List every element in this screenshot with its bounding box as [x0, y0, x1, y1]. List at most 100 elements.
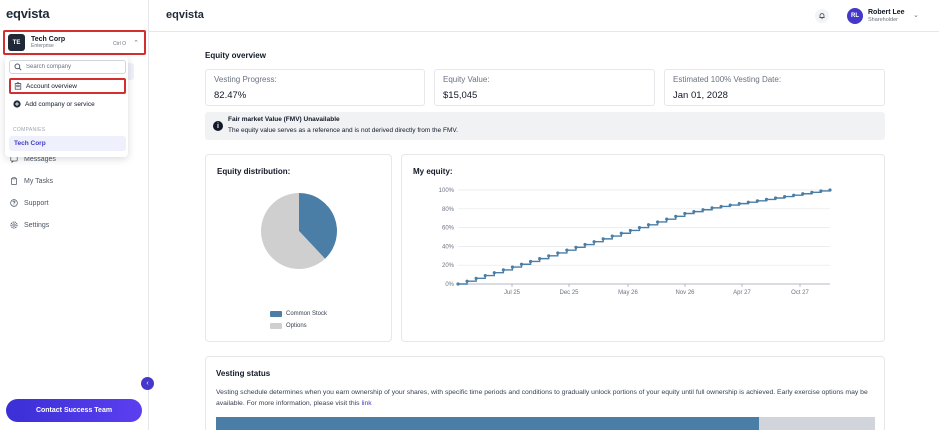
equity-data-point[interactable] [755, 199, 760, 203]
help-icon [10, 199, 18, 207]
stat-label: Equity Value: [443, 75, 490, 84]
equity-data-point[interactable] [547, 254, 551, 258]
sidebar: eqvista TE Tech Corp Enterprise Ctrl O ⌃… [0, 0, 154, 430]
equity-data-point[interactable] [746, 200, 750, 204]
vesting-status-panel: Vesting status Vesting schedule determin… [205, 356, 885, 430]
equity-data-point[interactable] [465, 279, 469, 283]
sidebar-item-label: Messages [24, 155, 56, 163]
equity-data-point[interactable] [665, 217, 669, 221]
x-tick-label: Jul 25 [504, 290, 521, 296]
equity-data-point[interactable] [556, 251, 560, 255]
equity-data-point[interactable] [574, 245, 578, 249]
chevron-left-icon[interactable]: ‹ [141, 377, 154, 390]
stat-value: $15,045 [443, 90, 478, 101]
user-role: Shareholder [868, 17, 898, 23]
sidebar-item-settings[interactable]: Settings [10, 221, 49, 229]
equity-data-point[interactable] [828, 188, 832, 192]
equity-data-point[interactable] [501, 268, 505, 272]
sidebar-item-label: My Tasks [24, 177, 54, 185]
equity-value-card: Equity Value: $15,045 [434, 69, 655, 106]
equity-data-point[interactable] [719, 204, 723, 209]
pie-slice-0[interactable] [299, 193, 337, 259]
pie-chart [261, 193, 337, 269]
equity-data-point[interactable] [710, 206, 714, 210]
equity-data-point[interactable] [610, 234, 614, 238]
equity-data-point[interactable] [528, 259, 533, 264]
equity-data-point[interactable] [637, 226, 642, 230]
contact-success-team-button[interactable]: Contact Success Team [6, 399, 142, 422]
equity-data-point[interactable] [510, 265, 515, 269]
user-avatar[interactable]: RL [847, 8, 863, 24]
equity-data-point[interactable] [737, 202, 741, 206]
equity-data-point[interactable] [592, 240, 596, 244]
equity-data-point[interactable] [492, 271, 496, 275]
bell-glyph [819, 13, 825, 20]
equity-data-point[interactable] [773, 196, 778, 200]
y-tick-label: 100% [439, 188, 455, 194]
legend-swatch [270, 311, 282, 317]
top-header: eqvista RL Robert Lee Shareholder ⌄ [149, 0, 939, 32]
company-search[interactable] [9, 60, 126, 74]
user-name[interactable]: Robert Lee [868, 9, 905, 16]
account-overview-label: Account overview [26, 82, 77, 90]
equity-data-point[interactable] [764, 197, 769, 201]
pie-slice-1[interactable] [261, 193, 326, 269]
equity-data-point[interactable] [519, 262, 524, 266]
add-company-item[interactable]: Add company or service [9, 96, 126, 112]
account-overview-item[interactable]: Account overview [9, 78, 126, 94]
bell-icon[interactable] [815, 9, 829, 23]
x-tick-label: Nov 26 [675, 290, 695, 296]
equity-data-point[interactable] [483, 273, 487, 278]
company-avatar: TE [8, 34, 25, 51]
equity-data-point[interactable] [801, 192, 805, 196]
equity-distribution-title: Equity distribution: [217, 167, 291, 176]
chevron-up-icon: ⌃ [133, 40, 139, 47]
equity-data-point[interactable] [583, 242, 587, 247]
equity-data-point[interactable] [692, 210, 696, 214]
y-tick-label: 40% [442, 244, 455, 250]
gear-icon [10, 221, 18, 229]
company-text: Tech Corp Enterprise [31, 36, 65, 49]
y-tick-label: 60% [442, 226, 455, 232]
sidebar-item-label: Settings [24, 221, 50, 229]
company-name: Tech Corp [31, 36, 66, 43]
equity-data-point[interactable] [728, 203, 732, 207]
equity-data-point[interactable] [565, 248, 569, 252]
equity-data-point[interactable] [810, 190, 814, 194]
company-switcher-button[interactable]: TE Tech Corp Enterprise Ctrl O ⌃ [3, 30, 146, 55]
equity-data-point[interactable] [456, 282, 460, 286]
equity-data-point[interactable] [538, 257, 542, 261]
chevron-down-icon[interactable]: ⌄ [913, 12, 919, 19]
equity-data-point[interactable] [792, 193, 796, 197]
sidebar-item-support[interactable]: Support [10, 199, 49, 207]
legend-swatch [270, 323, 282, 329]
equity-data-point[interactable] [619, 231, 623, 235]
vesting-info-link[interactable]: link [361, 399, 372, 407]
equity-data-point[interactable] [628, 228, 632, 233]
vesting-progress-fill [216, 417, 760, 430]
equity-data-point[interactable] [683, 211, 687, 216]
equity-data-point[interactable] [819, 189, 823, 193]
equity-data-point[interactable] [646, 223, 651, 227]
equity-data-point[interactable] [656, 220, 660, 224]
legend-label: Options [286, 323, 307, 329]
equity-data-point[interactable] [474, 276, 478, 280]
equity-data-point[interactable] [783, 194, 787, 199]
company-search-input[interactable] [26, 64, 116, 70]
stat-value: 82.47% [214, 90, 247, 101]
header-logo[interactable]: eqvista [166, 9, 204, 21]
equity-data-point[interactable] [701, 208, 705, 212]
legend-label: Common Stock [286, 311, 328, 317]
equity-data-point[interactable] [601, 237, 605, 241]
sidebar-item-my-tasks[interactable]: My Tasks [10, 177, 53, 185]
y-tick-label: 0% [445, 282, 454, 288]
vesting-description-text: Vesting schedule determines when you ear… [216, 389, 868, 407]
sidebar-logo[interactable]: eqvista [6, 6, 50, 21]
equity-distribution-panel: Equity distribution: Common Stock Option… [205, 154, 392, 342]
x-tick-label: Oct 27 [791, 290, 809, 296]
vesting-progress-bar [216, 417, 875, 430]
vesting-date-card: Estimated 100% Vesting Date: Jan 01, 202… [664, 69, 885, 106]
company-list-item[interactable]: Tech Corp [9, 136, 126, 151]
equity-data-point[interactable] [674, 214, 678, 218]
my-equity-title: My equity: [413, 167, 453, 176]
